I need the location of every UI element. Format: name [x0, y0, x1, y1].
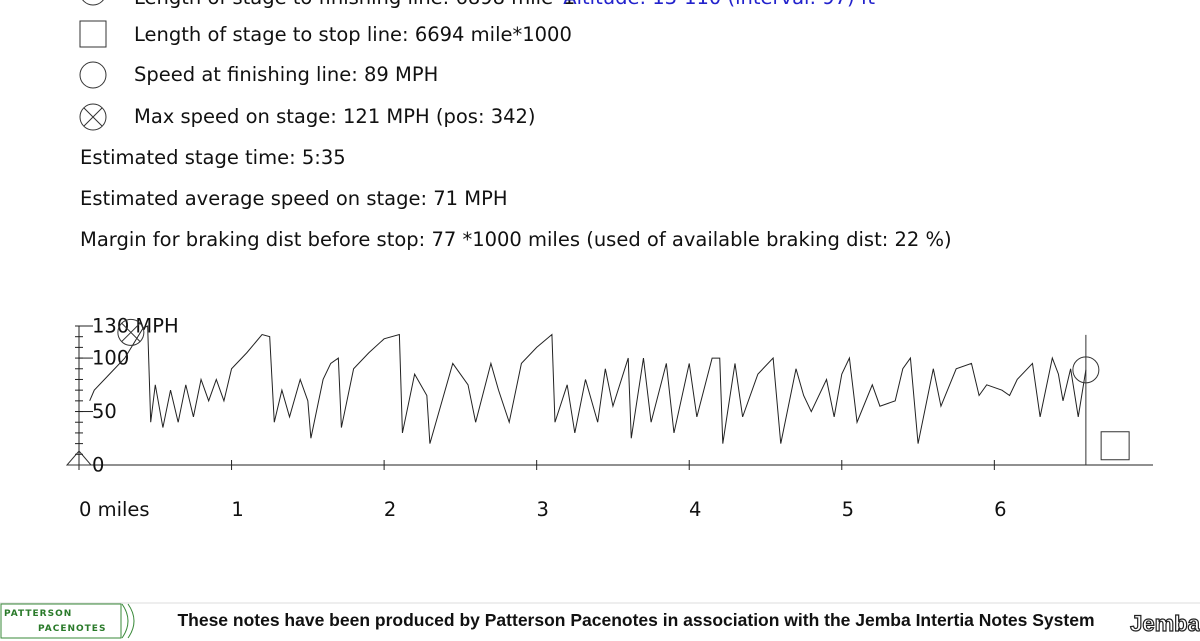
- logo-text: PACENOTES: [38, 624, 106, 634]
- brand: Jemba: [1130, 611, 1200, 636]
- legend-icon: [83, 107, 103, 127]
- stat-text: Estimated average speed on stage: 71 MPH: [80, 187, 508, 210]
- marker: [121, 323, 141, 342]
- legend-text: Length of stage to stop line: 6694 mile*…: [134, 23, 572, 46]
- x-tick-label: 2: [384, 498, 396, 521]
- logo: [121, 603, 135, 639]
- x-tick-label: 1: [231, 498, 243, 521]
- marker: [117, 318, 145, 346]
- legend-icon: [79, 103, 107, 131]
- x-tick-label: 4: [689, 498, 701, 521]
- x-tick-label: 3: [536, 498, 548, 521]
- legend-icon: [79, 20, 107, 48]
- start-marker: [65, 450, 93, 466]
- legend-text: Max speed on stage: 121 MPH (pos: 342): [134, 105, 536, 128]
- x-tick-label: 6: [994, 498, 1006, 521]
- stat-text: Estimated stage time: 5:35: [80, 146, 346, 169]
- x-tick-label: 0 miles: [79, 498, 150, 521]
- logo: [0, 603, 122, 639]
- y-tick-label: 50: [92, 400, 117, 423]
- y-tick-label: 100: [92, 347, 129, 370]
- legend-icon: [79, 61, 107, 89]
- header-line: Length of stage to finishing line: 6898 …: [134, 0, 875, 10]
- stop-marker: [1100, 431, 1130, 461]
- logo-text: PATTERSON: [4, 609, 72, 619]
- y-tick-label: 0: [92, 454, 104, 477]
- x-tick-label: 5: [842, 498, 854, 521]
- y-tick-label: 130 MPH: [92, 315, 179, 338]
- stage-length: Length of stage to finishing line: 6898 …: [134, 0, 575, 9]
- altitude: Altitude: 13-110 (interval: 97) ft: [563, 0, 875, 9]
- speed-line: [89, 325, 1087, 444]
- legend-text: Speed at finishing line: 89 MPH: [134, 63, 439, 86]
- legend-icon: [82, 0, 104, 6]
- footer-text: These notes have been produced by Patter…: [177, 610, 1094, 630]
- stat-text: Margin for braking dist before stop: 77 …: [80, 228, 952, 251]
